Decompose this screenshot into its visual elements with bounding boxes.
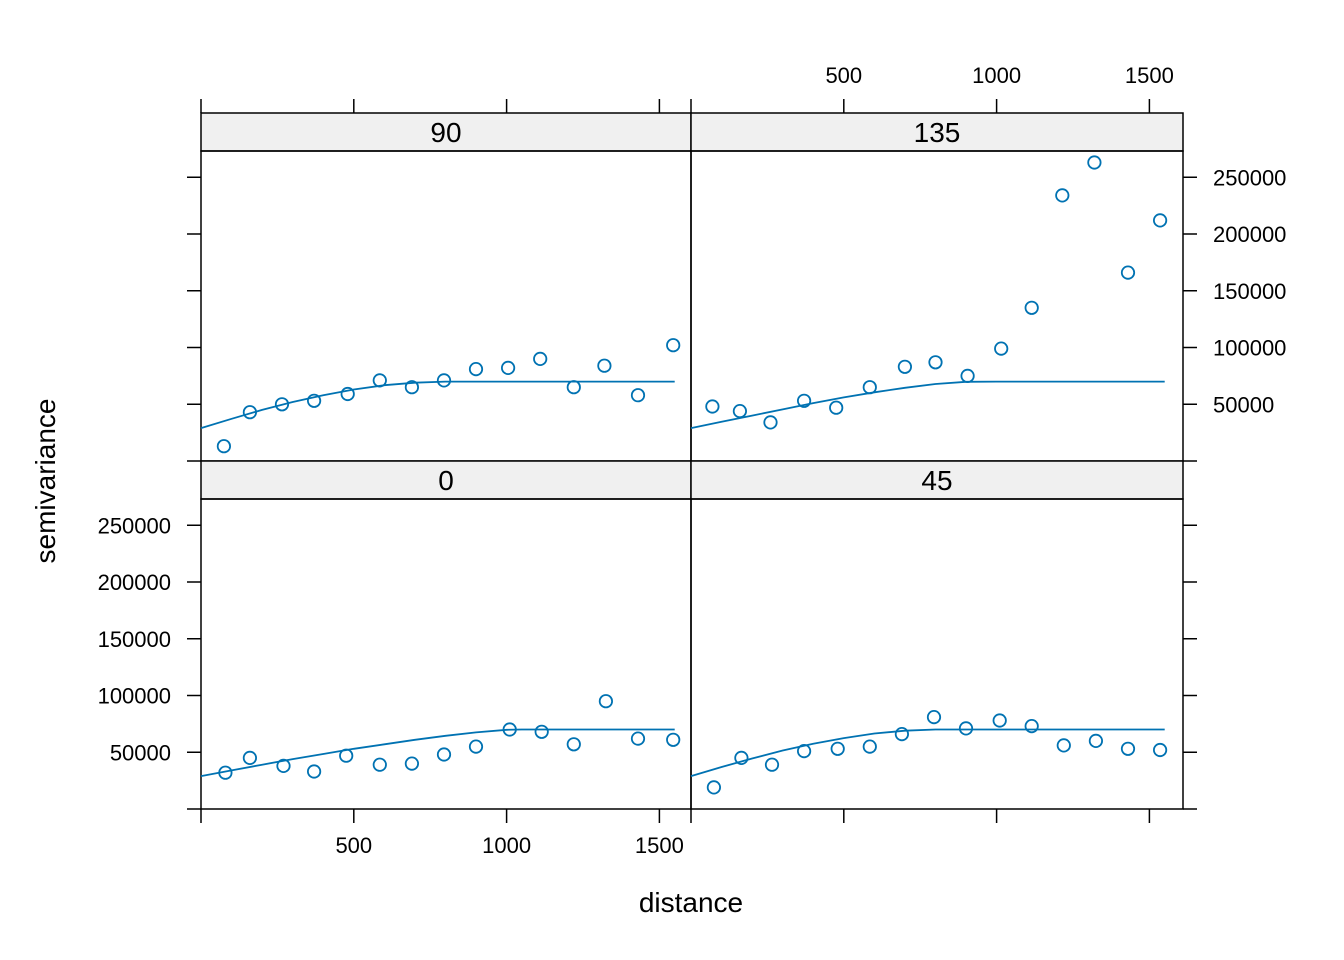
x-axis-title: distance bbox=[639, 887, 743, 918]
model-line bbox=[690, 380, 1165, 429]
data-point bbox=[994, 341, 1009, 356]
data-point bbox=[666, 338, 681, 353]
data-point bbox=[1055, 188, 1070, 203]
data-point bbox=[216, 439, 231, 454]
data-point bbox=[533, 351, 548, 366]
panels-group: 90 135 0 45 bbox=[200, 112, 1184, 810]
data-point bbox=[274, 397, 290, 412]
tick-label: 200000 bbox=[1213, 222, 1286, 247]
data-point bbox=[1153, 742, 1168, 758]
panel-frame bbox=[690, 498, 1184, 810]
data-point bbox=[897, 359, 913, 374]
panel-90: 90 bbox=[200, 112, 692, 462]
model-line bbox=[690, 728, 1165, 777]
panel-frame bbox=[200, 150, 692, 462]
data-point bbox=[242, 405, 257, 420]
tick-label: 1500 bbox=[635, 833, 684, 858]
data-point bbox=[734, 750, 749, 766]
data-point bbox=[276, 758, 291, 774]
panel-135: 135 bbox=[690, 112, 1184, 462]
data-point bbox=[796, 393, 812, 408]
data-point bbox=[500, 360, 516, 375]
data-point bbox=[340, 386, 355, 402]
y-axis-title: semivariance bbox=[30, 399, 61, 564]
data-point bbox=[705, 399, 720, 414]
data-point bbox=[436, 747, 452, 762]
data-point bbox=[862, 380, 877, 395]
data-point bbox=[404, 380, 419, 395]
data-point bbox=[242, 750, 257, 766]
data-point bbox=[1024, 718, 1039, 734]
data-point bbox=[566, 380, 581, 395]
data-point bbox=[1120, 741, 1136, 756]
data-point bbox=[928, 355, 943, 370]
tick-label: 50000 bbox=[1213, 392, 1274, 417]
data-point bbox=[502, 722, 517, 737]
data-point bbox=[468, 361, 484, 377]
data-point bbox=[218, 765, 233, 780]
data-point bbox=[630, 731, 646, 746]
tick-label: 1500 bbox=[1125, 63, 1174, 88]
panel-strip-label: 90 bbox=[430, 117, 461, 148]
tick-label: 250000 bbox=[1213, 165, 1286, 190]
panel-strip-label: 0 bbox=[438, 465, 454, 496]
tick-label: 250000 bbox=[98, 513, 171, 538]
tick-label: 100000 bbox=[98, 684, 171, 709]
data-point bbox=[958, 721, 974, 736]
panel-0: 0 bbox=[200, 460, 692, 810]
data-point bbox=[706, 780, 722, 795]
tick-label: 200000 bbox=[98, 570, 171, 595]
data-point bbox=[306, 764, 322, 779]
data-point bbox=[764, 757, 780, 772]
data-point bbox=[666, 732, 681, 747]
data-point bbox=[1056, 738, 1071, 753]
panel-strip-label: 135 bbox=[914, 117, 961, 148]
panel-strip bbox=[200, 460, 692, 500]
panel-strip-label: 45 bbox=[921, 465, 952, 496]
data-point bbox=[1153, 213, 1168, 228]
data-point bbox=[598, 694, 614, 709]
data-point bbox=[1120, 265, 1136, 280]
panel-frame bbox=[690, 150, 1184, 462]
data-point bbox=[1088, 733, 1104, 749]
data-point bbox=[339, 748, 354, 763]
model-line bbox=[200, 380, 675, 429]
tick-label: 500 bbox=[825, 63, 862, 88]
data-point bbox=[830, 741, 845, 756]
data-point bbox=[306, 393, 322, 408]
panel-45: 45 bbox=[690, 460, 1184, 810]
data-point bbox=[566, 737, 581, 752]
data-point bbox=[960, 368, 975, 383]
axes-group: 500 1000 1500 500 1000 1500 50000 100000 150000 2… bbox=[98, 63, 1287, 858]
tick-label: 1000 bbox=[972, 63, 1021, 88]
data-point bbox=[436, 373, 452, 388]
data-point bbox=[926, 709, 942, 725]
tick-label: 1000 bbox=[482, 833, 531, 858]
tick-label: 150000 bbox=[1213, 279, 1286, 304]
data-point bbox=[468, 739, 484, 754]
data-point bbox=[829, 400, 844, 415]
data-point bbox=[404, 756, 419, 771]
model-line bbox=[200, 728, 675, 777]
data-point bbox=[763, 415, 778, 430]
data-point bbox=[372, 757, 387, 772]
data-point bbox=[1024, 300, 1039, 315]
panel-strip bbox=[200, 112, 692, 152]
data-point bbox=[372, 373, 387, 388]
data-point bbox=[597, 358, 612, 373]
tick-label: 50000 bbox=[110, 740, 171, 765]
tick-label: 500 bbox=[335, 833, 372, 858]
data-point bbox=[992, 713, 1007, 728]
data-point bbox=[1087, 155, 1102, 170]
tick-label: 100000 bbox=[1213, 336, 1286, 361]
data-point bbox=[862, 739, 877, 754]
data-point bbox=[630, 388, 646, 403]
data-point bbox=[534, 724, 549, 739]
data-point bbox=[894, 726, 910, 742]
data-point bbox=[796, 743, 812, 759]
data-point bbox=[732, 403, 748, 419]
tick-label: 150000 bbox=[98, 627, 171, 652]
